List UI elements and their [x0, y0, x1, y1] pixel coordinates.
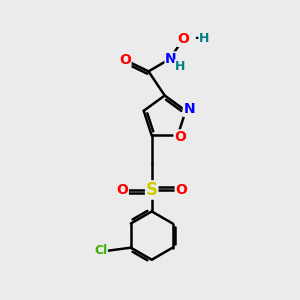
Text: Cl: Cl	[94, 244, 107, 257]
Text: H: H	[175, 60, 185, 73]
Text: O: O	[177, 32, 189, 46]
Text: N: N	[183, 102, 195, 116]
Text: O: O	[175, 183, 187, 197]
Text: O: O	[116, 183, 128, 197]
Text: O: O	[119, 52, 131, 67]
Text: N: N	[165, 52, 177, 66]
Text: S: S	[146, 181, 158, 199]
Text: H: H	[199, 32, 209, 45]
Text: -: -	[194, 29, 201, 47]
Text: O: O	[174, 130, 186, 144]
